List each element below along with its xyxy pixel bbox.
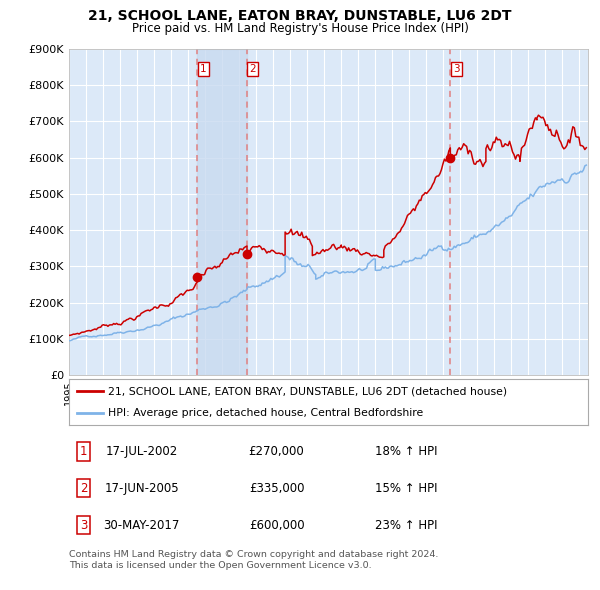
- Text: Price paid vs. HM Land Registry's House Price Index (HPI): Price paid vs. HM Land Registry's House …: [131, 22, 469, 35]
- Text: £600,000: £600,000: [249, 519, 304, 532]
- Text: 15% ↑ HPI: 15% ↑ HPI: [375, 481, 437, 495]
- Text: 1: 1: [80, 445, 87, 458]
- Text: 2: 2: [250, 64, 256, 74]
- Text: 17-JUL-2002: 17-JUL-2002: [106, 445, 178, 458]
- Text: 3: 3: [80, 519, 87, 532]
- Text: 3: 3: [453, 64, 460, 74]
- Text: 2: 2: [80, 481, 87, 495]
- Text: This data is licensed under the Open Government Licence v3.0.: This data is licensed under the Open Gov…: [69, 560, 371, 569]
- Text: Contains HM Land Registry data © Crown copyright and database right 2024.: Contains HM Land Registry data © Crown c…: [69, 550, 439, 559]
- Text: 23% ↑ HPI: 23% ↑ HPI: [375, 519, 437, 532]
- Bar: [197, 49, 247, 375]
- Text: £270,000: £270,000: [249, 445, 304, 458]
- Text: 17-JUN-2005: 17-JUN-2005: [104, 481, 179, 495]
- Text: 21, SCHOOL LANE, EATON BRAY, DUNSTABLE, LU6 2DT (detached house): 21, SCHOOL LANE, EATON BRAY, DUNSTABLE, …: [108, 386, 507, 396]
- Text: HPI: Average price, detached house, Central Bedfordshire: HPI: Average price, detached house, Cent…: [108, 408, 423, 418]
- Text: 18% ↑ HPI: 18% ↑ HPI: [375, 445, 437, 458]
- Text: 30-MAY-2017: 30-MAY-2017: [103, 519, 180, 532]
- Text: £335,000: £335,000: [249, 481, 304, 495]
- Text: 1: 1: [200, 64, 206, 74]
- Text: 21, SCHOOL LANE, EATON BRAY, DUNSTABLE, LU6 2DT: 21, SCHOOL LANE, EATON BRAY, DUNSTABLE, …: [88, 9, 512, 23]
